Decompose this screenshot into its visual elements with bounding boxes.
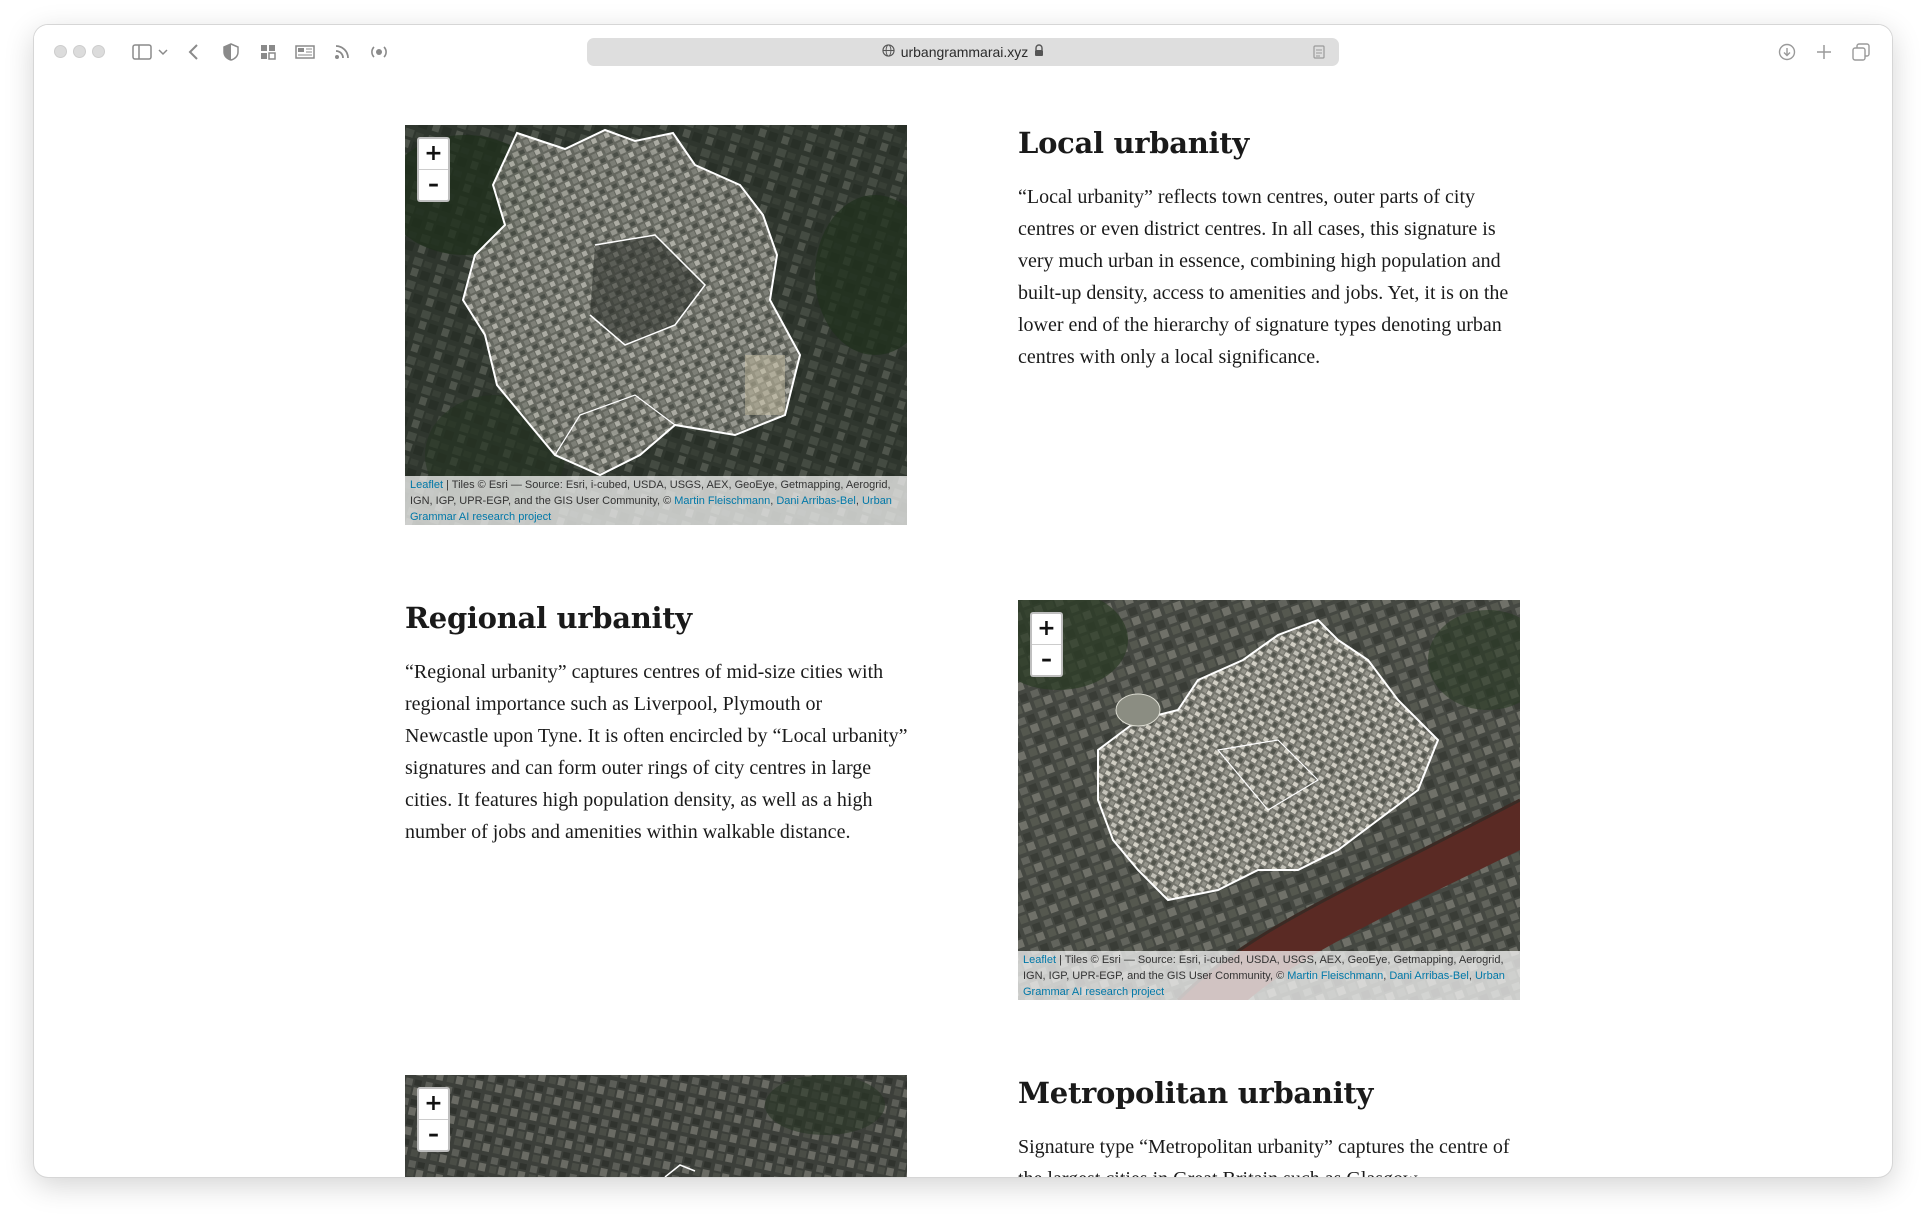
privacy-shield-icon[interactable] xyxy=(220,41,242,63)
download-icon[interactable] xyxy=(1776,41,1798,63)
local-urbanity-map[interactable]: + – Leaflet | Tiles © Esri — Source: Esr… xyxy=(405,125,907,525)
back-arrow-icon[interactable] xyxy=(182,41,204,63)
zoom-in-button[interactable]: + xyxy=(419,139,448,170)
attribution-separator: , xyxy=(770,495,777,507)
section-body-regional-urbanity: “Regional urbanity” captures centres of … xyxy=(405,661,908,843)
browser-toolbar: urbangrammarai.xyz xyxy=(34,25,1892,79)
leaflet-link[interactable]: Leaflet xyxy=(1023,954,1057,966)
author-link-fleischmann[interactable]: Martin Fleischmann xyxy=(1287,970,1384,982)
rss-feed-icon[interactable] xyxy=(331,41,353,63)
metropolitan-urbanity-map[interactable]: + – xyxy=(405,1075,907,1177)
zoom-in-button[interactable]: + xyxy=(1032,614,1061,645)
project-link[interactable]: Urban Grammar AI research project xyxy=(1023,970,1505,998)
attribution-separator: , xyxy=(855,495,862,507)
author-link-arribas-bel[interactable]: Dani Arribas-Bel xyxy=(776,495,856,507)
minimize-window-button[interactable] xyxy=(73,45,86,58)
reading-list-icon[interactable] xyxy=(294,41,316,63)
zoom-out-button[interactable]: – xyxy=(428,172,439,197)
close-window-button[interactable] xyxy=(54,45,67,58)
tab-overview-icon[interactable] xyxy=(1850,41,1872,63)
section-body-metropolitan-urbanity: Signature type “Metropolitan urbanity” c… xyxy=(1018,1136,1510,1177)
broadcast-icon[interactable] xyxy=(368,41,390,63)
author-link-fleischmann[interactable]: Martin Fleischmann xyxy=(674,495,771,507)
tiles-credit: | Tiles © Esri — Source: Esri, i-cubed, … xyxy=(1023,954,1504,982)
map-attribution: Leaflet | Tiles © Esri — Source: Esri, i… xyxy=(1018,951,1520,1000)
zoom-in-button[interactable]: + xyxy=(419,1089,448,1120)
tiles-credit: | Tiles © Esri — Source: Esri, i-cubed, … xyxy=(410,479,891,507)
satellite-imagery xyxy=(405,125,907,525)
reader-mode-icon[interactable] xyxy=(1313,45,1325,62)
satellite-imagery xyxy=(1018,600,1520,1000)
extensions-icon[interactable] xyxy=(257,41,279,63)
zoom-control: + – xyxy=(417,137,450,202)
zoom-window-button[interactable] xyxy=(92,45,105,58)
regional-urbanity-map[interactable]: + – Leaflet | Tiles © Esri — Source: Esr… xyxy=(1018,600,1520,1000)
project-link[interactable]: Urban Grammar AI research project xyxy=(410,495,892,523)
zoom-out-button[interactable]: – xyxy=(428,1122,439,1147)
chevron-down-icon[interactable] xyxy=(152,41,174,63)
section-title-metropolitan-urbanity: Metropolitan urbanity xyxy=(1018,1076,1374,1110)
zoom-out-button[interactable]: – xyxy=(1041,647,1052,672)
browser-window: urbangrammarai.xyz xyxy=(34,25,1892,1177)
section-body-local-urbanity: “Local urbanity” reflects town centres, … xyxy=(1018,186,1509,368)
url-text: urbangrammarai.xyz xyxy=(900,44,1029,60)
section-title-local-urbanity: Local urbanity xyxy=(1018,126,1249,160)
attribution-separator: , xyxy=(1383,970,1390,982)
globe-icon xyxy=(882,44,895,60)
author-link-arribas-bel[interactable]: Dani Arribas-Bel xyxy=(1389,970,1469,982)
new-tab-plus-icon[interactable] xyxy=(1813,41,1835,63)
attribution-separator: , xyxy=(1468,970,1475,982)
sidebar-icon[interactable] xyxy=(131,41,153,63)
satellite-imagery xyxy=(405,1075,907,1177)
address-bar[interactable]: urbangrammarai.xyz xyxy=(587,38,1339,66)
map-attribution: Leaflet | Tiles © Esri — Source: Esri, i… xyxy=(405,476,907,525)
leaflet-link[interactable]: Leaflet xyxy=(410,479,444,491)
lock-icon xyxy=(1034,44,1044,60)
section-title-regional-urbanity: Regional urbanity xyxy=(405,601,692,635)
page-content: + – Leaflet | Tiles © Esri — Source: Esr… xyxy=(34,79,1892,1177)
zoom-control: + – xyxy=(417,1087,450,1152)
zoom-control: + – xyxy=(1030,612,1063,677)
